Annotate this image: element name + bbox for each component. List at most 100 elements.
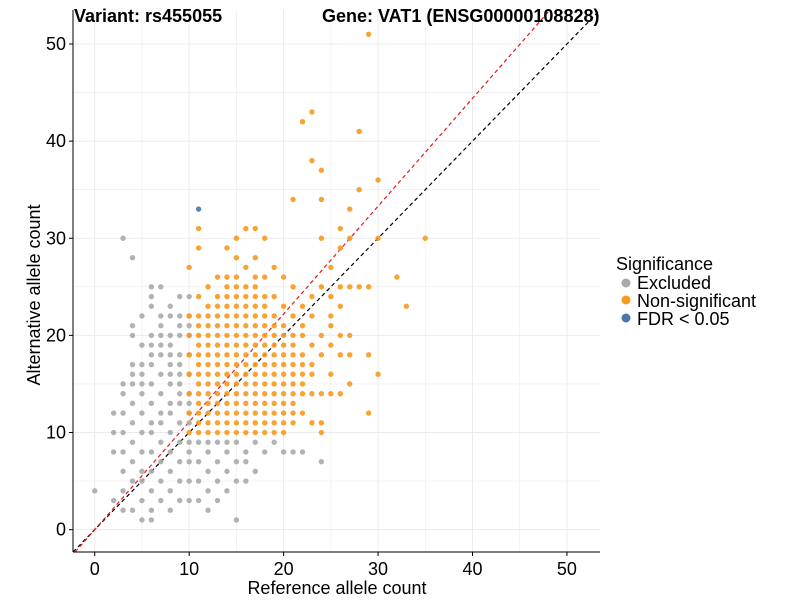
data-point [309, 420, 315, 426]
data-point [262, 332, 268, 339]
data-point [309, 371, 315, 377]
data-point [394, 274, 400, 280]
data-point [233, 410, 240, 416]
data-point [271, 390, 277, 397]
data-point [148, 332, 155, 339]
data-point [224, 274, 230, 280]
data-point [252, 254, 258, 261]
data-point [167, 332, 173, 339]
y-tick-label: 10 [46, 423, 66, 443]
data-point [148, 468, 155, 475]
data-point [318, 429, 325, 436]
data-point [214, 342, 221, 348]
data-point [129, 420, 136, 426]
data-point [243, 371, 249, 377]
data-point [290, 371, 296, 377]
data-point [205, 342, 211, 348]
data-point [177, 352, 183, 358]
data-point [262, 303, 268, 309]
data-point [177, 400, 183, 407]
data-point [243, 264, 249, 271]
data-point [195, 429, 202, 436]
data-point [167, 303, 173, 309]
data-point [195, 361, 202, 368]
data-point [214, 352, 221, 358]
data-point [233, 254, 240, 261]
data-point [205, 361, 211, 368]
data-point [280, 390, 287, 397]
data-point [252, 390, 258, 397]
data-point [271, 400, 277, 407]
data-point [347, 284, 353, 290]
data-point [290, 284, 296, 290]
data-point [299, 410, 306, 416]
data-point [139, 342, 145, 348]
data-point [280, 303, 287, 309]
data-point [233, 284, 240, 290]
data-point [224, 488, 230, 494]
data-point [243, 313, 249, 319]
data-point [167, 410, 173, 416]
data-point [233, 293, 240, 300]
data-point [318, 235, 325, 241]
data-point [139, 410, 145, 416]
data-point [271, 264, 277, 271]
data-point [356, 128, 362, 135]
data-point [299, 371, 306, 377]
data-point [299, 322, 306, 329]
data-point [252, 400, 258, 407]
data-point [252, 342, 258, 348]
data-point [318, 196, 325, 203]
data-point [252, 410, 258, 416]
data-point [233, 517, 240, 523]
data-point [158, 313, 164, 319]
data-point [233, 371, 240, 377]
data-point [271, 342, 277, 348]
data-point [224, 420, 230, 426]
data-point [252, 371, 258, 377]
data-point [158, 322, 164, 329]
data-point [243, 342, 249, 348]
data-point [195, 497, 202, 504]
legend-label-fdr: FDR < 0.05 [637, 309, 730, 329]
data-point [243, 361, 249, 368]
data-point [148, 488, 155, 494]
data-point [243, 410, 249, 416]
data-point [129, 332, 136, 339]
data-point [422, 235, 428, 241]
data-point [167, 342, 173, 348]
data-point [148, 400, 155, 407]
data-point [214, 458, 221, 465]
data-point [233, 313, 240, 319]
data-point [205, 400, 211, 407]
data-point [158, 420, 164, 426]
data-point [252, 313, 258, 319]
data-point [186, 420, 192, 426]
data-point [243, 458, 249, 465]
data-point [139, 361, 145, 368]
data-point [224, 400, 230, 407]
data-point [177, 371, 183, 377]
data-point [337, 284, 343, 290]
data-point [129, 381, 136, 387]
data-point [224, 313, 230, 319]
data-point [214, 410, 221, 416]
data-point [262, 274, 268, 280]
data-point [252, 429, 258, 436]
data-point [205, 303, 211, 309]
data-point [271, 322, 277, 329]
legend-dot-non-significant [621, 295, 631, 305]
data-point [224, 390, 230, 397]
data-point [290, 410, 296, 416]
data-point [243, 400, 249, 407]
data-point [195, 332, 202, 339]
data-point [195, 390, 202, 397]
data-point [262, 381, 268, 387]
data-point [205, 507, 211, 513]
data-point [195, 478, 202, 484]
x-tick-label: 0 [90, 559, 100, 579]
data-point [224, 449, 230, 455]
x-tick-label: 30 [368, 559, 388, 579]
data-point [195, 322, 202, 329]
legend-label-non-significant: Non-significant [637, 291, 756, 311]
